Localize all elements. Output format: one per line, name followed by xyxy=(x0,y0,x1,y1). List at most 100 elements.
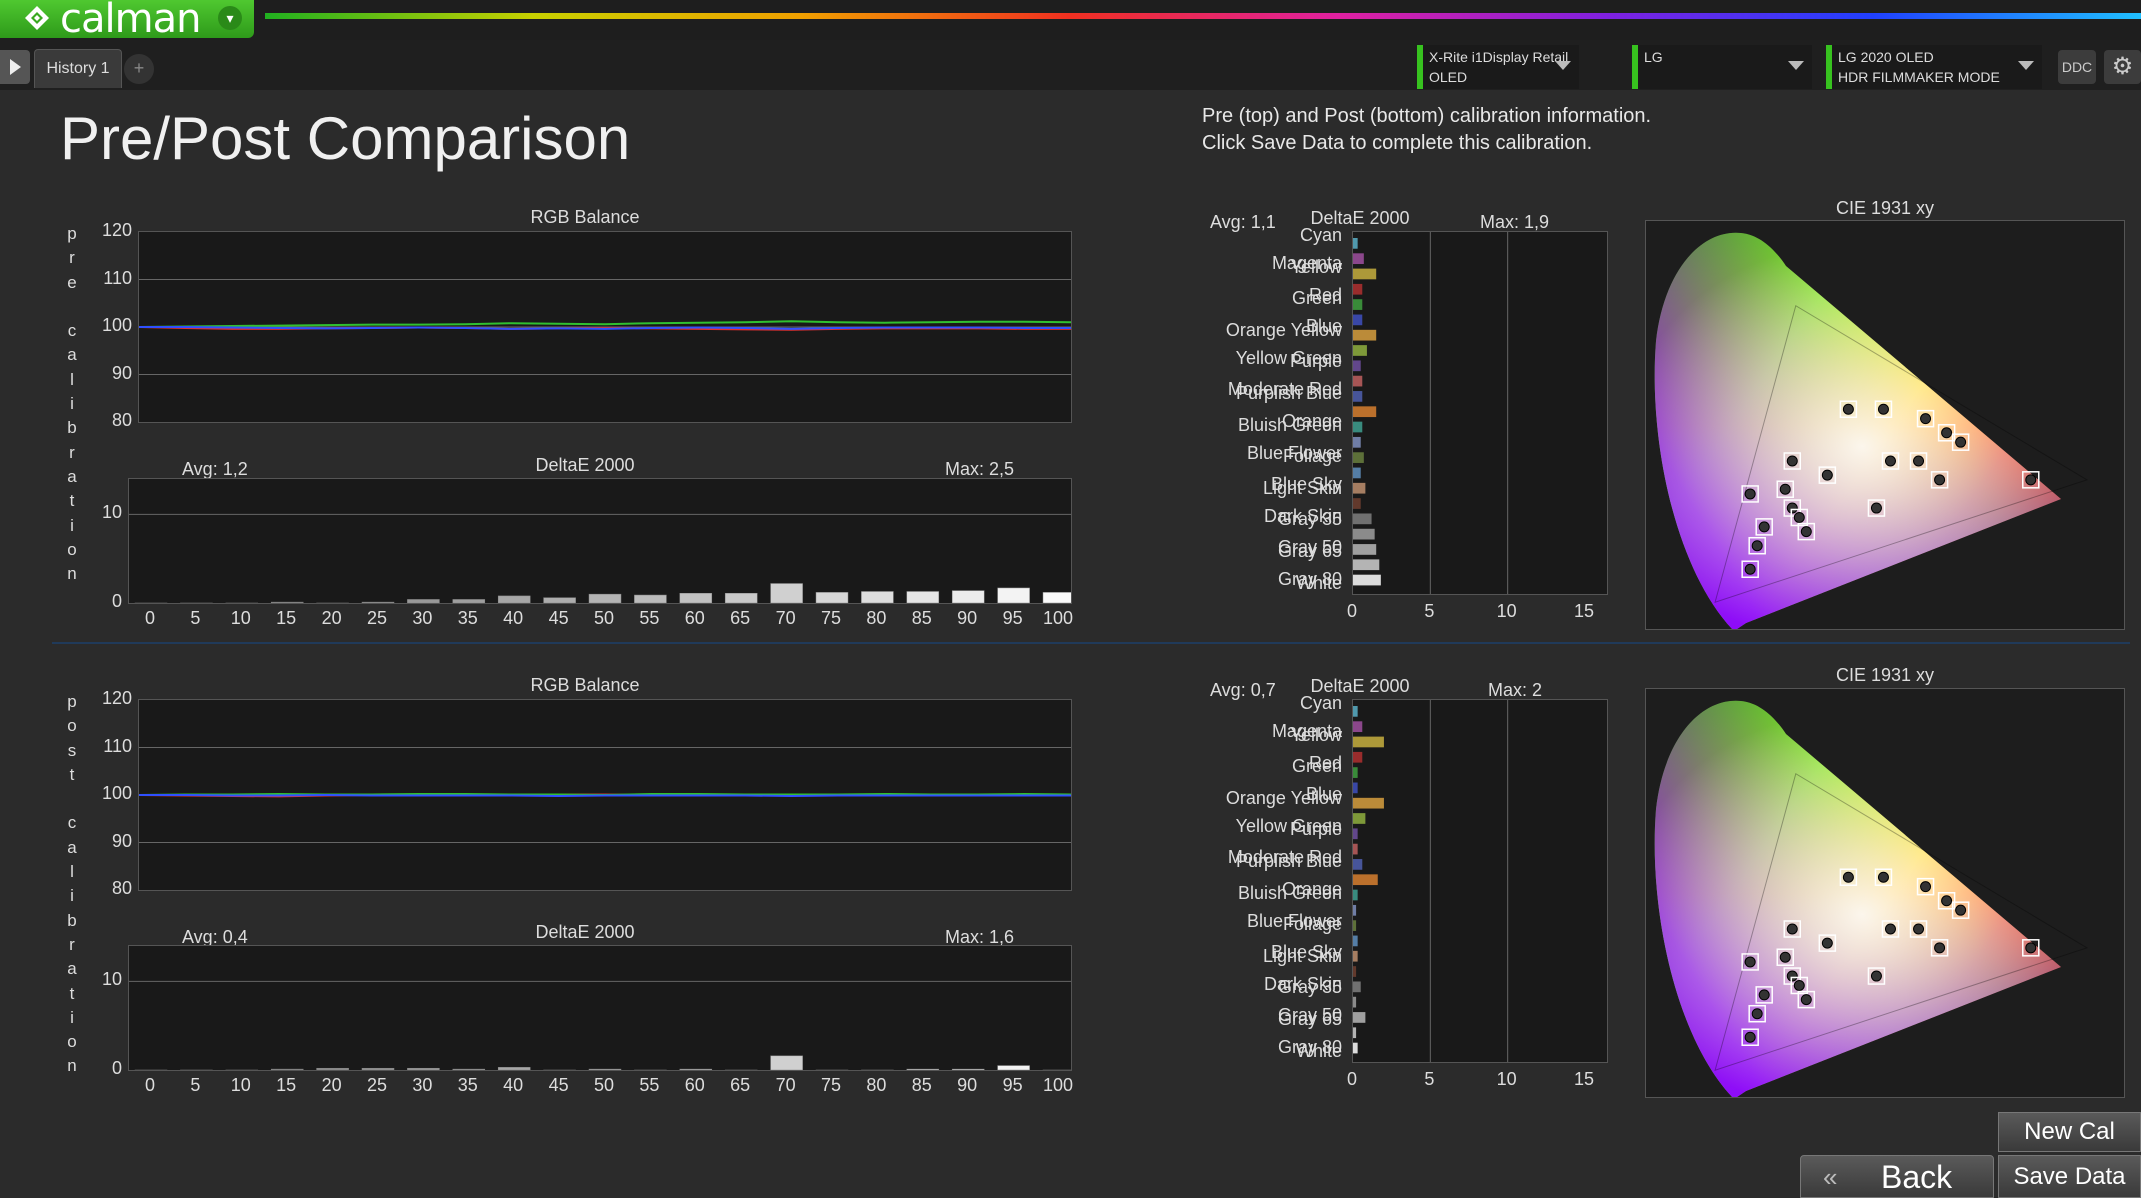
display-mode: HDR FILMMAKER MODE xyxy=(1838,69,2000,85)
pre-color-avg: Avg: 1,1 xyxy=(1210,212,1276,232)
patch-label: Green xyxy=(1291,288,1342,309)
double-chevron-left-icon: « xyxy=(1823,1162,1838,1192)
patch-label: Blue xyxy=(1305,784,1342,805)
rgb-y-tick-label: 100 xyxy=(101,315,132,335)
rgb-y-tick-label: 80 xyxy=(111,410,132,430)
cie-measured-point xyxy=(1758,521,1770,533)
cie-target-square xyxy=(1839,400,1858,418)
color-x-tick-label: 5 xyxy=(1424,1069,1435,1089)
color-de-bar xyxy=(1353,283,1363,295)
cie-measured-point xyxy=(2025,474,2037,486)
color-de-bar xyxy=(1353,268,1377,280)
color-de-bar xyxy=(1353,345,1367,356)
cie-measured-point xyxy=(1751,1008,1763,1020)
cie-measured-point xyxy=(1884,923,1896,935)
source-name: LG xyxy=(1644,49,1663,65)
color-de-bar xyxy=(1353,904,1357,916)
cie-target-square xyxy=(1783,967,1802,985)
grey-x-tick-label: 80 xyxy=(866,608,887,628)
grey-x-tick-label: 5 xyxy=(190,608,201,628)
cie-target-square xyxy=(1867,499,1886,517)
color-x-tick-label: 15 xyxy=(1573,601,1595,621)
pre-grey-max: Max: 2,5 xyxy=(945,459,1015,479)
chevron-down-icon[interactable]: ▾ xyxy=(218,6,242,30)
cie-target-square xyxy=(1937,892,1956,910)
grey-x-tick-label: 35 xyxy=(457,608,478,628)
play-icon[interactable] xyxy=(0,50,30,84)
calman-logo-menu[interactable]: calman ▾ xyxy=(0,0,254,42)
grey-x-tick-label: 55 xyxy=(639,1075,660,1095)
cie-measured-point xyxy=(1955,904,1967,916)
cie-target-square xyxy=(1867,967,1886,985)
grey-x-tick-label: 70 xyxy=(775,608,796,628)
cie-measured-point xyxy=(1786,970,1798,982)
meter-selector[interactable]: X-Rite i1Display Retail OLED xyxy=(1417,45,1579,89)
spectrum-bar xyxy=(265,13,2141,19)
color-de-bar xyxy=(1353,314,1363,326)
grey-x-tick-label: 20 xyxy=(321,1075,342,1095)
grey-de-bar xyxy=(270,601,304,603)
grey-de-bar xyxy=(997,1065,1030,1070)
grey-de-bar xyxy=(543,597,576,603)
add-tab-icon[interactable]: + xyxy=(124,54,154,84)
patch-label: Dark Skin xyxy=(1263,973,1342,994)
color-x-tick-label: 15 xyxy=(1573,1069,1595,1089)
patch-label: White xyxy=(1295,1040,1342,1061)
color-de-bar xyxy=(1353,721,1363,733)
cie-white-fill xyxy=(1654,232,2061,629)
cie-measured-point xyxy=(1779,483,1791,495)
cie-measured-point xyxy=(1786,502,1798,514)
grey-de-bar xyxy=(906,1068,940,1070)
gear-icon[interactable]: ⚙ xyxy=(2104,50,2141,84)
pre-color-max: Max: 1,9 xyxy=(1480,212,1550,232)
grey-x-tick-label: 100 xyxy=(1042,608,1074,628)
cie-target-square xyxy=(1790,508,1809,527)
color-x-tick-label: 5 xyxy=(1424,601,1435,621)
source-selector[interactable]: LG xyxy=(1632,45,1812,89)
grey-de-bar xyxy=(770,1055,803,1070)
new-cal-button[interactable]: New Cal xyxy=(1998,1112,2141,1152)
cie-target-square xyxy=(1818,934,1837,952)
patch-label: Red xyxy=(1308,284,1342,305)
patch-label: Gray 50 xyxy=(1277,1005,1342,1026)
back-button[interactable]: « Back xyxy=(1800,1155,1994,1198)
color-x-tick-label: 0 xyxy=(1346,601,1357,621)
cie-measured-point xyxy=(1941,895,1953,907)
color-de-bar xyxy=(1353,889,1358,901)
grey-de-bar xyxy=(770,583,803,603)
display-selector[interactable]: LG 2020 OLED HDR FILMMAKER MODE xyxy=(1826,45,2042,89)
grey-x-tick-label: 60 xyxy=(684,1075,705,1095)
grey-de-bar xyxy=(452,1068,486,1070)
patch-label: Magenta xyxy=(1271,721,1342,741)
post-grey-avg: Avg: 0,4 xyxy=(182,927,248,947)
cie-measured-point xyxy=(1758,989,1770,1001)
color-de-bar xyxy=(1353,391,1363,402)
color-de-bar xyxy=(1353,467,1361,479)
cie-measured-point xyxy=(1884,455,1896,467)
save-data-button[interactable]: Save Data xyxy=(1998,1155,2141,1198)
grey-de-bar xyxy=(861,591,894,603)
info-text: Pre (top) and Post (bottom) calibration … xyxy=(1202,103,1651,157)
cie-target-square xyxy=(1741,1028,1759,1046)
cie-measured-point xyxy=(1842,403,1854,415)
rgb-series-line-1 xyxy=(139,320,1071,328)
grey-x-tick-label: 10 xyxy=(230,1075,251,1095)
tab-history-1[interactable]: History 1 xyxy=(34,49,122,88)
patch-label: Gray 80 xyxy=(1277,569,1342,589)
grey-de-bar xyxy=(634,1069,667,1070)
grey-de-bar xyxy=(407,1067,440,1070)
grey-x-tick-label: 50 xyxy=(593,1075,615,1095)
grey-de-bar xyxy=(361,1067,395,1070)
cie-locus xyxy=(1654,232,2061,629)
cie-target-square xyxy=(1790,976,1809,995)
cie-measured-point xyxy=(1821,469,1833,481)
color-de-bar xyxy=(1353,421,1363,433)
grey-de-bar xyxy=(679,593,713,603)
patch-label: Magenta xyxy=(1271,253,1342,273)
patch-label: Light Skin xyxy=(1262,945,1342,966)
grey-x-tick-label: 0 xyxy=(144,608,155,628)
ddc-icon[interactable]: DDC xyxy=(2058,50,2096,84)
grey-de-bar xyxy=(679,1068,713,1070)
cie-measured-point xyxy=(1877,871,1889,883)
cie-locus xyxy=(1654,700,2061,1097)
